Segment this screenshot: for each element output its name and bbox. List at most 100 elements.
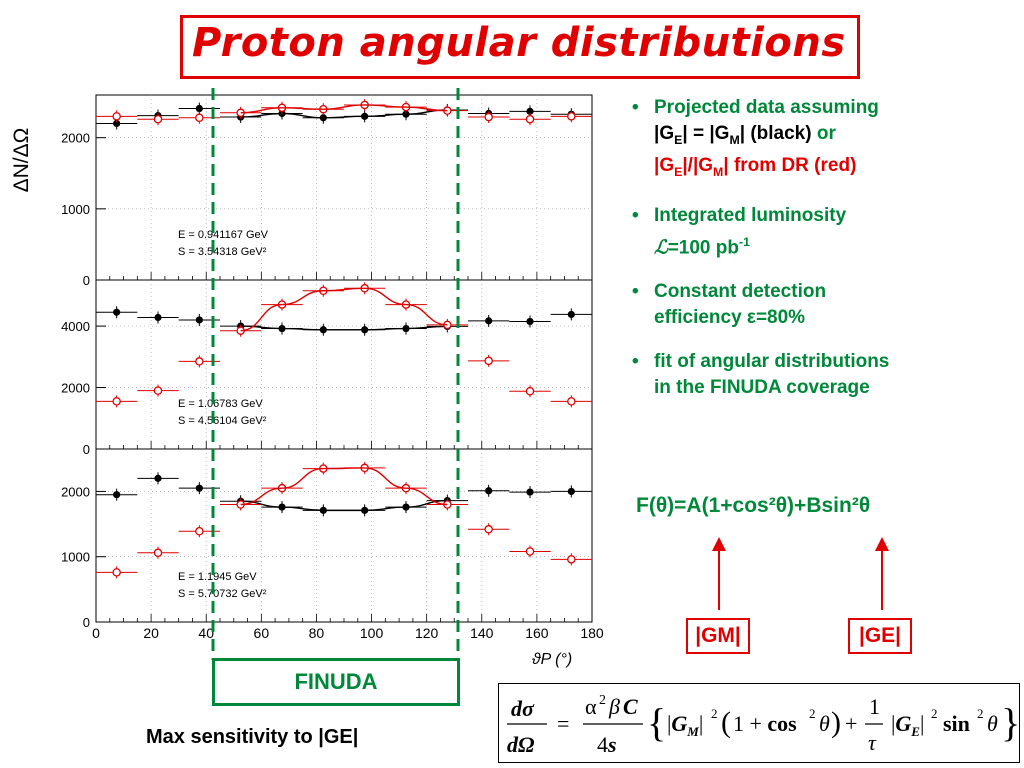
svg-text:|GE|: |GE| xyxy=(891,711,924,739)
data-point-black xyxy=(113,119,121,128)
data-point-red xyxy=(153,548,163,558)
svg-text:dΩ: dΩ xyxy=(507,732,535,757)
svg-text:θ: θ xyxy=(987,711,998,736)
fit-curve-black xyxy=(240,109,448,119)
x-tick-label: 100 xyxy=(360,625,384,641)
data-point-red xyxy=(567,555,576,564)
data-point-black xyxy=(526,317,534,326)
x-tick-label: 160 xyxy=(525,625,549,641)
x-tick-label: 0 xyxy=(92,625,100,641)
y-tick-label: 0 xyxy=(83,615,90,630)
svg-text:2: 2 xyxy=(599,693,606,708)
data-point-black xyxy=(485,317,493,325)
data-point-red xyxy=(153,386,163,395)
svg-text:|GM|: |GM| xyxy=(667,711,703,739)
y-tick-label: 2000 xyxy=(61,484,90,499)
panel-info-energy: E = 1.1945 GeV xyxy=(178,571,257,583)
data-point-red xyxy=(525,547,535,556)
data-point-red xyxy=(112,568,121,577)
gm-label-box: |GM| xyxy=(686,618,750,654)
title-frame xyxy=(180,15,860,79)
finuda-label: FINUDA xyxy=(212,658,460,706)
y-tick-label: 0 xyxy=(83,273,90,288)
bullet-1-line-3: |GE|/|GM| from DR (red) xyxy=(654,154,857,179)
data-point-red xyxy=(484,525,493,534)
data-point-black xyxy=(195,104,203,113)
panel-info-s: S = 3.54318 GeV² xyxy=(178,246,267,258)
bullet-list: • Projected data assuming |GE| = |GM| (b… xyxy=(630,95,1010,411)
svg-text:=: = xyxy=(557,711,569,736)
svg-text:2: 2 xyxy=(711,706,718,721)
y-tick-label: 1000 xyxy=(61,550,90,565)
panel-frame xyxy=(95,94,593,281)
panel-info-energy: E = 0.941167 GeV xyxy=(178,229,269,241)
panel-1: 0 1000 2000 E = 0.941167 GeV S = 3.54318 GeV… xyxy=(61,94,593,288)
data-point-black xyxy=(195,484,203,492)
data-point-black xyxy=(195,316,203,324)
svg-text:2: 2 xyxy=(977,706,984,721)
svg-text:sin: sin xyxy=(943,711,970,736)
svg-text:2: 2 xyxy=(931,706,938,721)
data-point-red xyxy=(195,113,204,123)
data-point-red xyxy=(484,356,493,366)
svg-text:β: β xyxy=(608,694,620,719)
data-point-red xyxy=(525,114,535,124)
data-point-black xyxy=(113,491,121,499)
data-point-black xyxy=(113,308,121,316)
data-point-black xyxy=(526,488,534,496)
bullet-luminosity: • Integrated luminosity ℒ=100 pb-1 xyxy=(632,204,847,258)
y-tick-label: 4000 xyxy=(61,319,90,334)
panel-info-s: S = 4.56104 GeV² xyxy=(178,415,267,427)
ge-label-box: |GE| xyxy=(848,618,912,654)
svg-text:): ) xyxy=(831,706,841,739)
data-point-black xyxy=(485,487,493,495)
svg-text:C: C xyxy=(623,694,638,719)
panel-info-energy: E = 1.06783 GeV xyxy=(178,398,263,410)
bullet-fit: • fit of angular distributions in the FI… xyxy=(632,350,890,398)
gm-arrow-head xyxy=(712,537,726,551)
data-point-red xyxy=(112,112,121,121)
x-tick-label: 40 xyxy=(198,625,214,641)
svg-text:dσ: dσ xyxy=(511,696,535,721)
data-point-red xyxy=(195,357,204,366)
fit-curve-black xyxy=(240,499,448,512)
svg-text:1: 1 xyxy=(869,694,880,719)
data-point-red xyxy=(195,527,204,536)
ge-arrow-head xyxy=(875,537,889,551)
data-point-black xyxy=(526,107,534,115)
y-tick-label: 0 xyxy=(83,442,90,457)
page-title: Proton angular distributions xyxy=(192,20,846,66)
svg-text:}: } xyxy=(1001,700,1019,745)
panel-2: 0 2000 4000 E = 1.06783 GeV S = 4.56104 GeV² xyxy=(61,279,593,457)
x-tick-label: 60 xyxy=(254,625,270,641)
data-point-black xyxy=(154,474,162,482)
fit-curve-red xyxy=(240,287,448,332)
x-tick-label: 120 xyxy=(415,625,439,641)
data-point-red xyxy=(567,112,576,121)
data-point-red xyxy=(525,386,535,396)
data-point-red xyxy=(112,397,121,406)
svg-text:{: { xyxy=(647,700,666,745)
gm-arrow-line xyxy=(718,550,720,610)
bullet-projected-data: • Projected data assuming |GE| = |GM| (b… xyxy=(630,95,1010,185)
x-axis-label: ϑP (°) xyxy=(532,651,572,668)
x-tick-label: 180 xyxy=(580,625,604,641)
bullet-efficiency: • Constant detection efficiency ε=80% xyxy=(632,280,827,328)
svg-text:α: α xyxy=(585,694,597,719)
data-point-black xyxy=(154,313,162,322)
data-point-red xyxy=(567,397,576,406)
svg-text:+: + xyxy=(845,711,857,736)
svg-text:2: 2 xyxy=(809,706,816,721)
data-point-black xyxy=(567,487,575,496)
fit-curve-red xyxy=(240,467,448,506)
data-point-black xyxy=(567,310,575,319)
x-tick-label: 140 xyxy=(470,625,494,641)
panel-3: 0 1000 2000 E = 1.1945 GeV S = 5.70732 GeV² xyxy=(61,448,593,630)
bullet-1-line-2: |GE| = |GM| (black) or xyxy=(654,123,836,147)
y-tick-label: 2000 xyxy=(61,381,90,396)
panel-info-s: S = 5.70732 GeV² xyxy=(178,588,267,600)
panel-frame xyxy=(95,448,593,623)
x-tick-label: 80 xyxy=(309,625,325,641)
